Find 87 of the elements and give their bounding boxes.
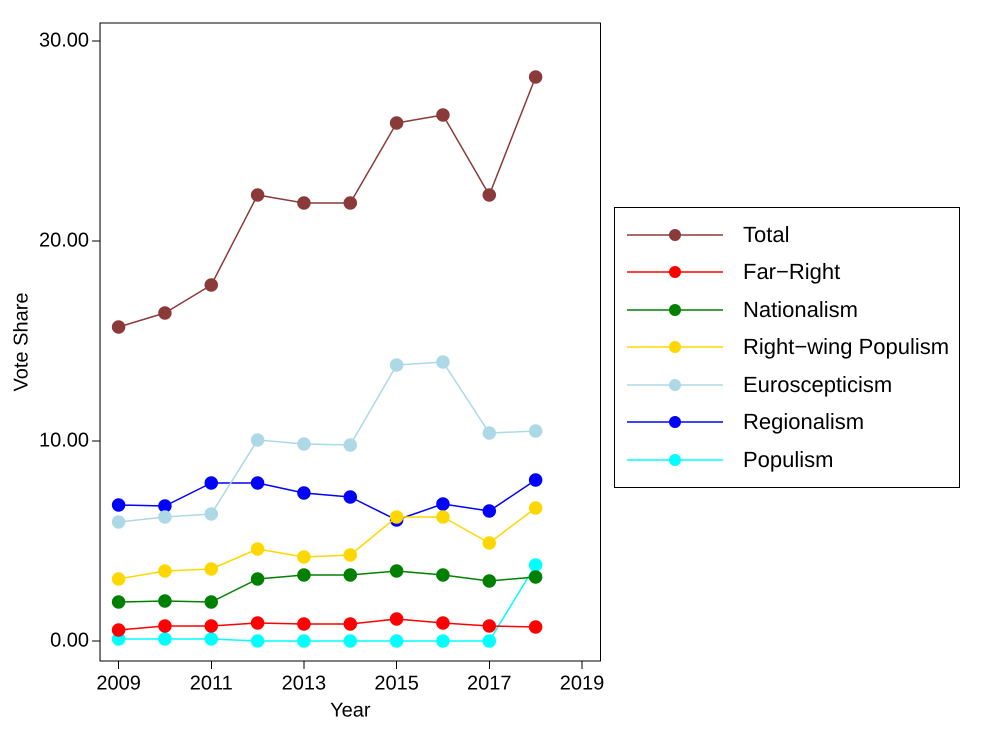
point [204, 595, 218, 609]
point [297, 617, 311, 631]
point [297, 634, 311, 648]
y-axis-title: Vote Share [10, 292, 33, 392]
legend-label: Nationalism [743, 296, 858, 323]
point [158, 564, 172, 578]
point [390, 358, 404, 372]
point [344, 490, 358, 504]
point [344, 548, 358, 562]
point [112, 623, 126, 637]
point [297, 486, 311, 500]
x-tick-label: 2015 [374, 672, 419, 695]
point [204, 632, 218, 646]
legend-label: Populism [743, 446, 834, 473]
point [528, 620, 542, 634]
point [436, 634, 450, 648]
x-tick-label: 2017 [467, 672, 512, 695]
point [344, 438, 358, 452]
legend-label: Regionalism [743, 409, 864, 436]
point [112, 320, 126, 334]
point [204, 476, 218, 490]
point [297, 568, 311, 582]
point [297, 550, 311, 564]
point [158, 510, 172, 524]
point [250, 616, 264, 630]
point [158, 499, 172, 513]
point [112, 595, 126, 609]
x-tick-label: 2011 [190, 672, 233, 695]
point [250, 542, 264, 556]
point [250, 433, 264, 447]
point [528, 424, 542, 438]
legend-label: Euroscepticism [743, 372, 892, 398]
point [436, 355, 450, 369]
point [297, 437, 311, 451]
legend-label: Total [743, 222, 790, 248]
point [158, 306, 172, 320]
y-tick-label: 30.00 [38, 30, 90, 52]
point [204, 562, 218, 576]
point [250, 188, 264, 202]
point [344, 634, 358, 648]
point [390, 116, 404, 130]
point [344, 568, 358, 582]
x-tick-label: 2019 [560, 672, 604, 695]
point [112, 498, 126, 512]
point [344, 617, 358, 631]
point [528, 570, 542, 584]
point [158, 632, 172, 646]
point [436, 510, 450, 524]
point [390, 564, 404, 578]
point [528, 501, 542, 515]
point [390, 510, 404, 524]
point [204, 507, 218, 521]
point [297, 196, 311, 210]
point [250, 476, 264, 490]
y-tick-label: 20.00 [38, 230, 90, 252]
y-tick-label: 10.00 [38, 430, 90, 452]
point [158, 619, 172, 633]
legend-label: Right−wing Populism [743, 334, 950, 360]
point [112, 572, 126, 586]
point [344, 196, 358, 210]
point [250, 634, 264, 648]
point [250, 572, 264, 586]
point [112, 515, 126, 529]
point [436, 108, 450, 122]
point [482, 634, 496, 648]
y-tick-label: 0.00 [50, 630, 90, 652]
point [436, 497, 450, 511]
point [390, 634, 404, 648]
point [204, 278, 218, 292]
point [528, 473, 542, 487]
point [482, 574, 496, 588]
point [528, 70, 542, 84]
point [390, 612, 404, 626]
point [482, 619, 496, 633]
x-axis-title: Year [330, 700, 371, 722]
point [436, 616, 450, 630]
legend-label: Far−Right [743, 259, 840, 286]
point [436, 568, 450, 582]
point [482, 536, 496, 550]
point [482, 188, 496, 202]
point [482, 426, 496, 440]
point [204, 619, 218, 633]
x-tick-label: 2009 [96, 672, 141, 695]
point [482, 504, 496, 518]
point [528, 558, 542, 572]
point [158, 594, 172, 608]
x-tick-label: 2013 [282, 672, 326, 695]
